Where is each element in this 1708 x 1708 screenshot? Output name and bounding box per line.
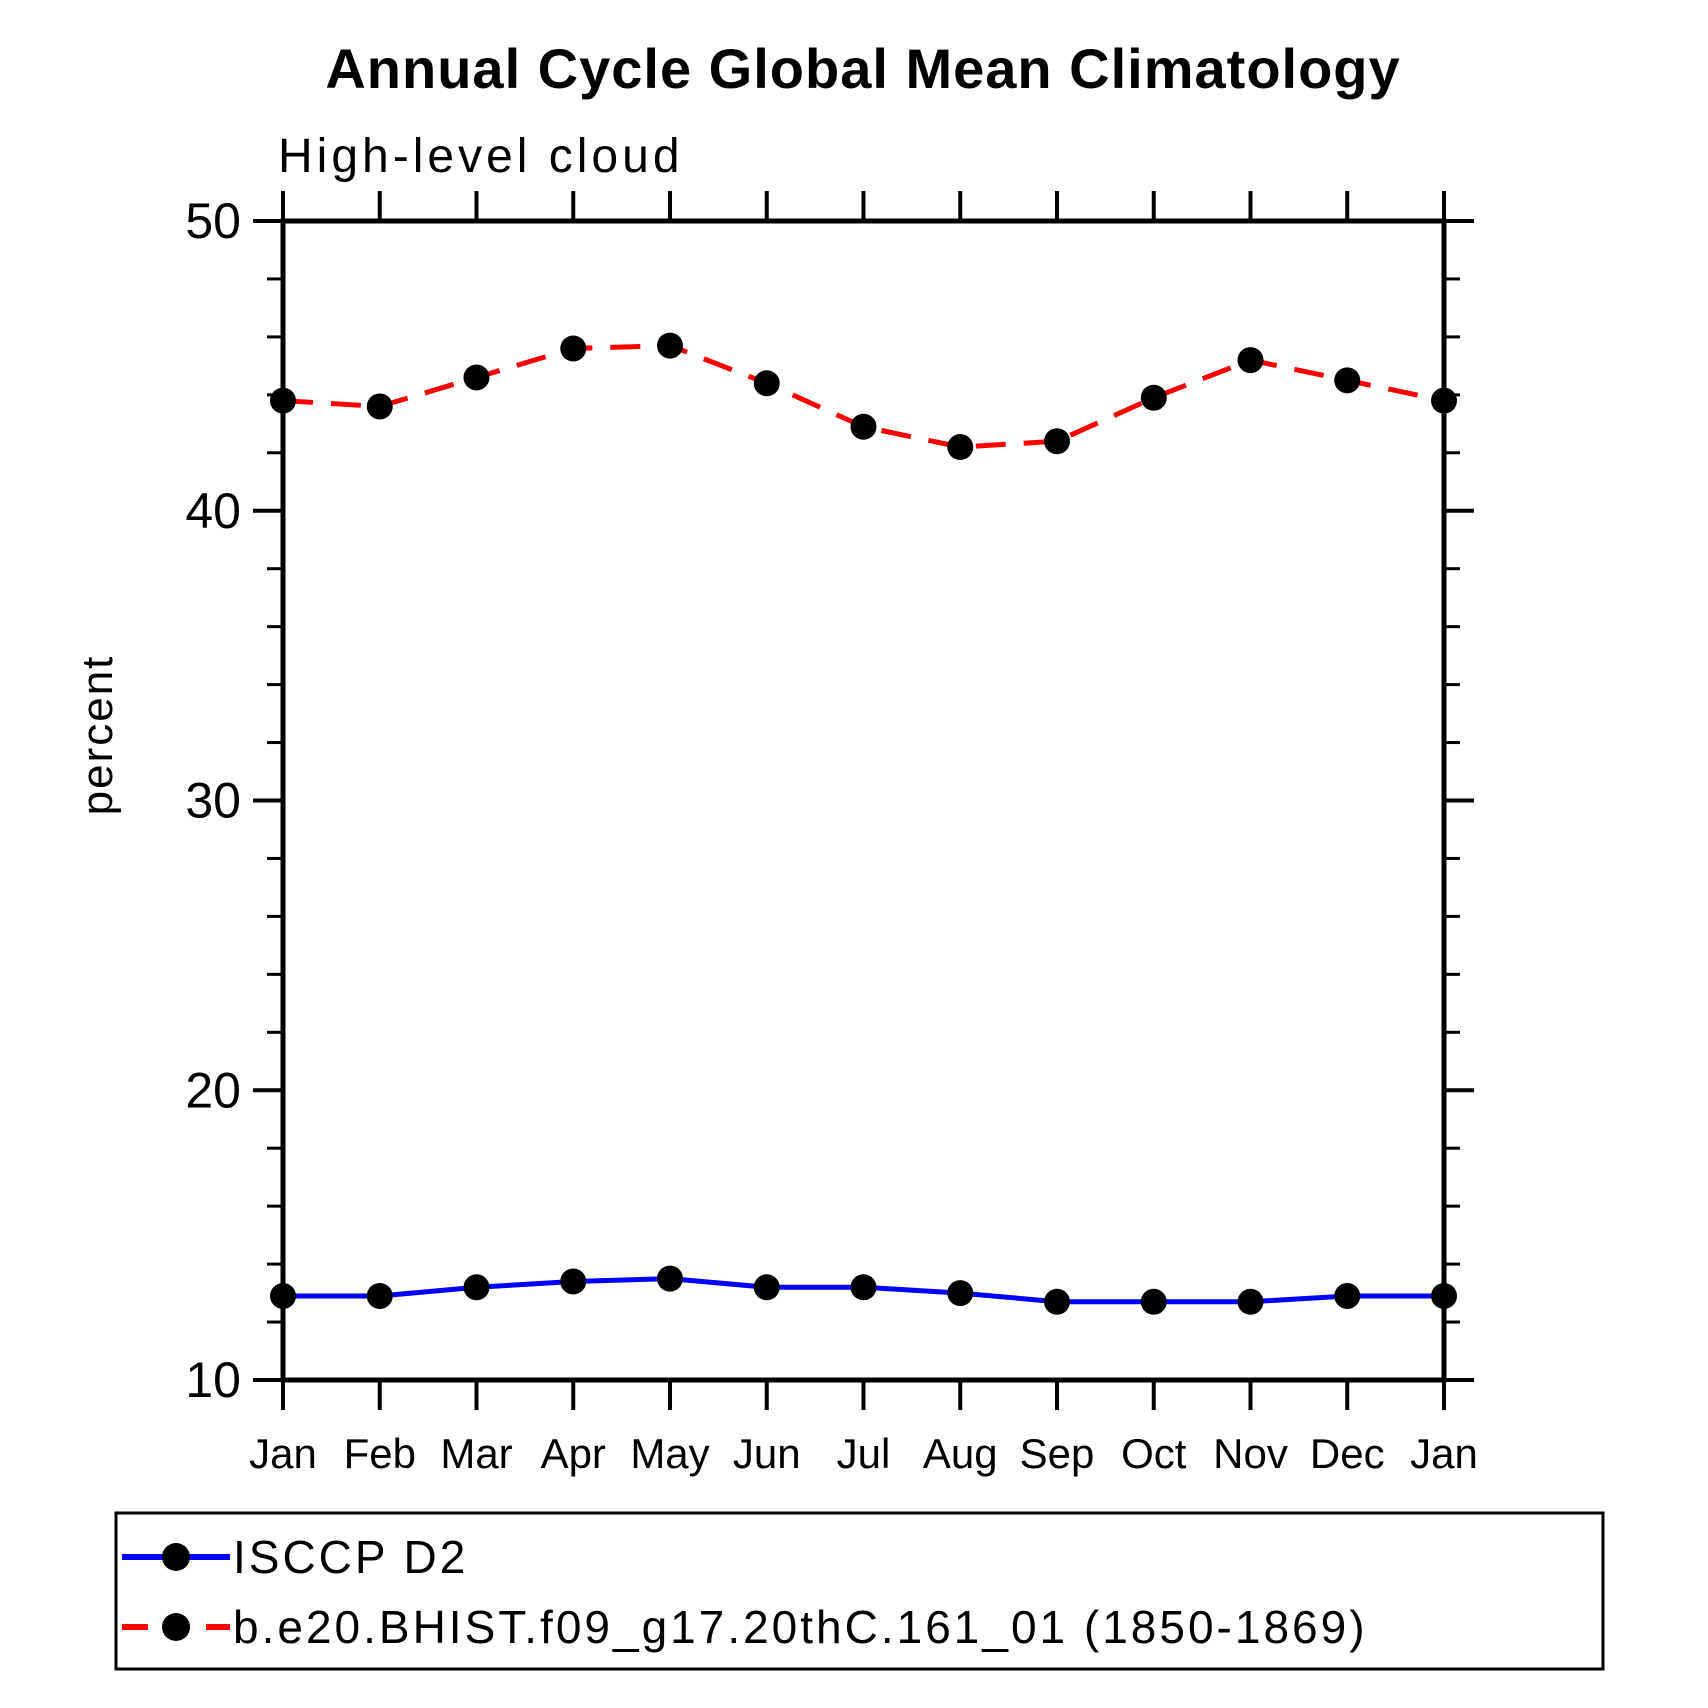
data-point-1 bbox=[1044, 428, 1070, 455]
legend-label-isccp: ISCCP D2 bbox=[233, 1531, 468, 1583]
y-tick-label: 30 bbox=[185, 773, 241, 829]
x-tick-label: Sep bbox=[1020, 1430, 1095, 1477]
legend: ISCCP D2 b.e20.BHIST.f09_g17.20thC.161_0… bbox=[114, 1511, 1605, 1671]
data-point-1 bbox=[1140, 384, 1167, 411]
axes: 10 20 30 40 50 Jan Feb Mar Apr May Jun Jul Aug Sep Oct… bbox=[185, 191, 1478, 1477]
x-tick-label: Nov bbox=[1213, 1430, 1288, 1477]
data-point-1 bbox=[270, 387, 296, 414]
y-tick-label: 50 bbox=[185, 193, 241, 249]
x-tick-label: Jan bbox=[1410, 1430, 1478, 1477]
data-point-0 bbox=[1140, 1288, 1167, 1315]
data-point-1 bbox=[463, 364, 490, 391]
chart-subtitle: High-level cloud bbox=[278, 130, 684, 183]
data-point-0 bbox=[1237, 1288, 1264, 1315]
y-axis-label: percent bbox=[73, 655, 122, 816]
x-tick-label: Jun bbox=[733, 1430, 801, 1477]
data-point-0 bbox=[1431, 1282, 1457, 1309]
x-tick-label: May bbox=[630, 1430, 709, 1477]
data-point-0 bbox=[366, 1282, 393, 1309]
data-point-0 bbox=[1334, 1282, 1361, 1309]
data-point-1 bbox=[1237, 347, 1264, 374]
x-tick-label: Apr bbox=[541, 1430, 606, 1477]
data-point-0 bbox=[947, 1280, 974, 1307]
data-point-1 bbox=[1334, 367, 1361, 394]
y-tick-label: 40 bbox=[185, 483, 241, 539]
data-point-0 bbox=[270, 1282, 296, 1309]
x-tick-label: Oct bbox=[1121, 1430, 1187, 1477]
x-tick-label: Feb bbox=[344, 1430, 416, 1477]
legend-marker-isccp bbox=[162, 1543, 190, 1571]
x-tick-label: Aug bbox=[923, 1430, 998, 1477]
x-tick-label: Dec bbox=[1310, 1430, 1385, 1477]
y-tick-label: 20 bbox=[185, 1062, 241, 1118]
legend-label-model: b.e20.BHIST.f09_g17.20thC.161_01 (1850-1… bbox=[233, 1601, 1368, 1653]
data-point-1 bbox=[1431, 387, 1457, 414]
legend-box bbox=[114, 1511, 1605, 1671]
x-tick-label: Mar bbox=[440, 1430, 512, 1477]
data-point-1 bbox=[753, 370, 780, 397]
data-point-0 bbox=[1044, 1288, 1070, 1315]
x-tick-label: Jan bbox=[249, 1430, 317, 1477]
data-point-0 bbox=[850, 1274, 877, 1301]
x-tick-label: Jul bbox=[837, 1430, 891, 1477]
legend-marker-model bbox=[162, 1613, 190, 1641]
data-point-1 bbox=[366, 393, 393, 420]
data-point-1 bbox=[850, 413, 877, 440]
y-tick-label: 10 bbox=[185, 1352, 241, 1408]
data-point-0 bbox=[463, 1274, 490, 1301]
data-point-1 bbox=[560, 335, 587, 362]
chart-title: Annual Cycle Global Mean Climatology bbox=[325, 37, 1400, 100]
plot-box bbox=[280, 218, 1447, 1383]
data-point-0 bbox=[753, 1274, 780, 1301]
data-point-0 bbox=[657, 1265, 683, 1292]
data-point-1 bbox=[947, 434, 974, 461]
data-point-0 bbox=[560, 1268, 587, 1295]
data-point-1 bbox=[657, 332, 683, 359]
data-series bbox=[270, 332, 1457, 1315]
